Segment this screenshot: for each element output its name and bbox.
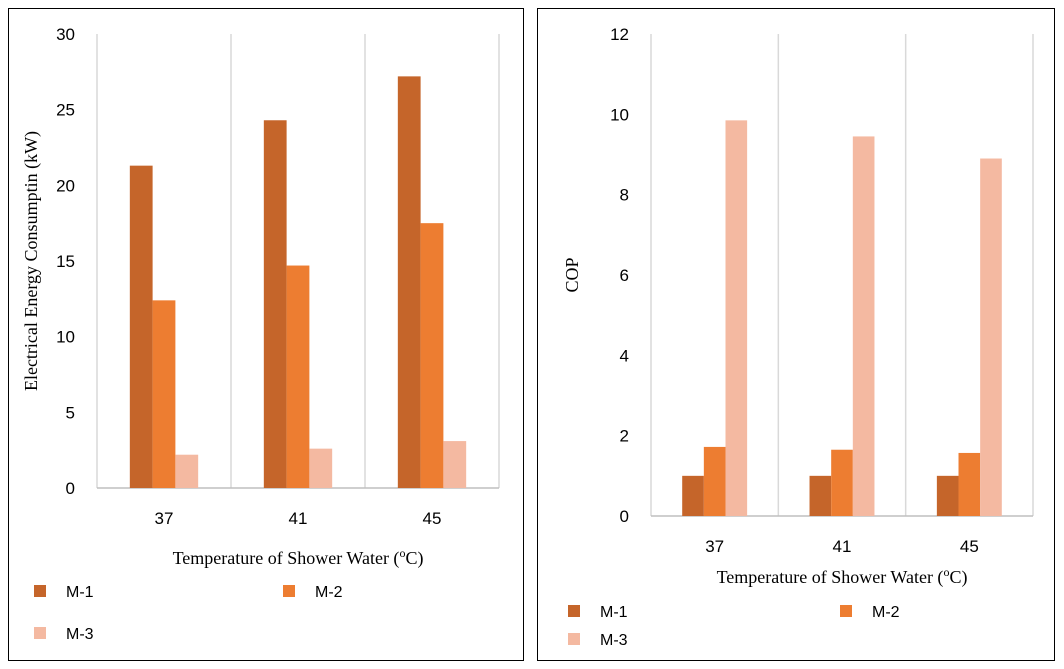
x-tick-label: 41 — [289, 509, 308, 528]
y-tick-label: 8 — [620, 186, 629, 205]
legend-swatch-m-3 — [34, 627, 46, 639]
x-tick-label: 37 — [705, 537, 724, 556]
y-tick-label: 6 — [620, 266, 629, 285]
y-tick-label: 15 — [56, 252, 75, 271]
legend-label-m-2: M-2 — [315, 584, 343, 601]
bar-m-1-45 — [397, 76, 421, 488]
y-axis-title: Electrical Energy Consumptin (kW) — [21, 131, 42, 391]
legend-swatch-m-2 — [283, 585, 295, 597]
y-tick-label: 10 — [610, 105, 629, 124]
legend-label-m-3: M-3 — [66, 626, 94, 643]
y-axis-title: COP — [562, 257, 582, 292]
bar-m-2-45 — [958, 452, 981, 516]
bar-m-3-45 — [443, 441, 467, 488]
bar-m-3-41 — [852, 136, 875, 517]
bar-m-2-37 — [152, 300, 176, 488]
bar-m-3-37 — [725, 120, 748, 516]
bar-m-1-45 — [936, 475, 959, 516]
x-tick-label: 45 — [960, 537, 979, 556]
y-tick-label: 10 — [56, 328, 75, 347]
bar-m-1-41 — [809, 475, 832, 516]
y-tick-label: 25 — [56, 101, 75, 120]
x-tick-label: 41 — [833, 537, 852, 556]
legend-label-m-1: M-1 — [66, 584, 94, 601]
bar-m-3-45 — [980, 158, 1002, 516]
bar-m-2-41 — [831, 449, 853, 516]
x-axis-title: Temperature of Shower Water (oC) — [173, 546, 424, 569]
cop-chart-svg: 0 2 4 6 8 10 12 37 41 45 Temperature of Shower Wat… — [562, 25, 1034, 649]
energy-chart-svg: 0 5 10 15 20 25 30 37 41 45 Temperature of Shower … — [21, 25, 500, 643]
legend-label-m-2: M-2 — [872, 604, 900, 621]
bar-m-1-37 — [129, 165, 153, 488]
x-tick-label: 37 — [155, 509, 174, 528]
legend-swatch-m-1 — [34, 585, 46, 597]
y-tick-label: 5 — [66, 403, 75, 422]
y-tick-label: 4 — [620, 346, 629, 365]
x-axis-title: Temperature of Shower Water (oC) — [717, 565, 968, 588]
legend-label-m-3: M-3 — [600, 632, 628, 649]
bar-m-2-45 — [420, 223, 444, 488]
legend-swatch-m-2 — [840, 605, 852, 617]
legend-label-m-1: M-1 — [600, 604, 628, 621]
legend-swatch-m-1 — [568, 605, 580, 617]
y-tick-label: 30 — [56, 25, 75, 44]
bar-m-3-41 — [309, 448, 333, 488]
bar-m-1-41 — [263, 120, 287, 488]
chart-panel-energy: 0 5 10 15 20 25 30 37 41 45 Temperature of Shower … — [8, 8, 524, 661]
bar-m-2-37 — [703, 446, 726, 516]
x-tick-label: 45 — [423, 509, 442, 528]
y-tick-label: 12 — [610, 25, 629, 44]
y-tick-label: 2 — [620, 427, 629, 446]
y-tick-label: 20 — [56, 176, 75, 195]
bar-m-3-37 — [175, 454, 199, 488]
chart-panel-cop: 0 2 4 6 8 10 12 37 41 45 Temperature of Shower Wat… — [537, 8, 1055, 661]
y-tick-label: 0 — [620, 507, 629, 526]
bar-m-1-37 — [682, 475, 704, 516]
bar-m-2-41 — [286, 265, 310, 488]
legend-swatch-m-3 — [568, 633, 580, 645]
y-tick-label: 0 — [66, 479, 75, 498]
